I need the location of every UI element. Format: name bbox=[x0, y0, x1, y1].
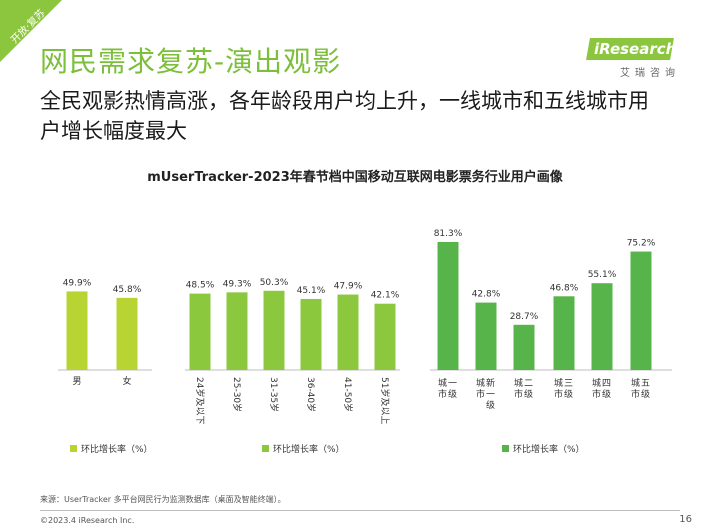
bar bbox=[66, 291, 88, 370]
corner-ribbon bbox=[0, 0, 62, 62]
logo-subtitle: 艾瑞咨询 bbox=[620, 68, 680, 79]
tick-label: 25-30岁 bbox=[231, 377, 243, 412]
bar bbox=[337, 294, 359, 370]
tick-label: 三级城市 bbox=[554, 378, 573, 400]
bar bbox=[189, 293, 211, 370]
bar bbox=[591, 283, 613, 370]
data-label: 50.3% bbox=[260, 278, 289, 288]
data-label: 42.1% bbox=[371, 291, 400, 301]
bar bbox=[475, 302, 497, 370]
legend-label: 环比增长率（%） bbox=[273, 443, 345, 455]
copyright: ©2023.4 iResearch Inc. bbox=[40, 516, 135, 525]
legend-swatch bbox=[262, 445, 269, 452]
data-label: 48.5% bbox=[186, 281, 215, 291]
tick-label: 36-40岁 bbox=[305, 377, 317, 412]
page-title: 网民需求复苏-演出观影 bbox=[40, 45, 342, 78]
data-label: 42.8% bbox=[472, 290, 501, 300]
bar bbox=[116, 297, 138, 370]
bar bbox=[226, 292, 248, 370]
bar bbox=[513, 324, 535, 370]
data-label: 47.9% bbox=[334, 282, 363, 292]
tick-label: 一级城市 bbox=[438, 378, 457, 400]
data-label: 28.7% bbox=[510, 312, 539, 322]
source-footnote: 来源：UserTracker 多平台网民行为监测数据库（桌面及智能终端）。 bbox=[40, 495, 286, 504]
tick-label: 41-50岁 bbox=[342, 377, 354, 412]
bar bbox=[437, 241, 459, 370]
tick-label: 二级城市 bbox=[514, 378, 533, 400]
legend-label: 环比增长率（%） bbox=[513, 443, 585, 455]
bar bbox=[374, 303, 396, 370]
legend-label: 环比增长率（%） bbox=[81, 443, 153, 455]
footer-divider bbox=[40, 510, 680, 511]
tick-label: 新一级城市 bbox=[476, 377, 495, 411]
data-label: 45.8% bbox=[113, 285, 142, 295]
bar bbox=[263, 290, 285, 370]
bar bbox=[300, 298, 322, 370]
data-label: 49.9% bbox=[63, 278, 92, 288]
page-number: 16 bbox=[679, 514, 692, 525]
legend-swatch bbox=[70, 445, 77, 452]
tick-label: 男 bbox=[72, 376, 81, 387]
data-label: 45.1% bbox=[297, 286, 326, 296]
data-label: 55.1% bbox=[588, 270, 617, 280]
tick-label: 女 bbox=[122, 375, 131, 387]
chart-title: mUserTracker-2023年春节档中国移动互联网电影票务行业用户画像 bbox=[147, 170, 563, 185]
tick-label: 31-35岁 bbox=[268, 377, 280, 412]
logo-wordmark: iResearch bbox=[594, 40, 677, 58]
data-label: 46.8% bbox=[550, 283, 579, 293]
tick-label: 24岁及以下 bbox=[194, 377, 206, 424]
tick-label: 51岁及以上 bbox=[379, 377, 391, 424]
data-label: 49.3% bbox=[223, 279, 252, 289]
page-subtitle: 全民观影热情高涨，各年龄段用户均上升，一线城市和五线城市用户增长幅度最大 bbox=[40, 89, 649, 143]
tick-label: 四级城市 bbox=[592, 378, 611, 400]
data-label: 81.3% bbox=[434, 229, 463, 239]
legend-swatch bbox=[502, 445, 509, 452]
tick-label: 五级城市 bbox=[631, 378, 650, 400]
data-label: 75.2% bbox=[627, 239, 656, 249]
iresearch-logo: iResearch 艾瑞咨询 bbox=[584, 38, 680, 79]
bar bbox=[553, 296, 575, 370]
bar bbox=[630, 251, 652, 370]
